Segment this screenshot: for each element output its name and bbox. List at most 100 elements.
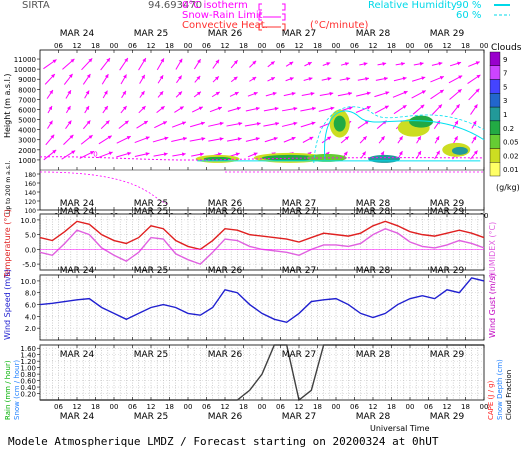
y-tick-label: 10.0 <box>20 278 36 286</box>
wind-arrow-head <box>255 137 260 141</box>
hour-tick-label: 18 <box>165 42 174 50</box>
wind-arrow-head <box>234 92 239 96</box>
colorbar-cell <box>489 51 501 66</box>
wind-arrow-head <box>88 135 93 139</box>
wind-arrow-head <box>270 61 275 66</box>
wind-arrow-head <box>178 58 183 63</box>
wind-arrow-head <box>253 91 258 96</box>
height-tick-label: 3000 <box>18 137 36 145</box>
y-tick-label: 4.0 <box>25 313 36 321</box>
wind-arrow-head <box>330 106 335 111</box>
ylabel-humidex: HUMIDEX (°C) <box>488 222 497 278</box>
ylabel-cloudfrac: Cloud Fraction <box>505 370 513 420</box>
day-label: MAR 29 <box>430 29 465 39</box>
height-tick-label: 6000 <box>18 106 36 114</box>
day-label: MAR 29 <box>430 266 465 276</box>
wind-arrow-head <box>219 137 224 141</box>
hour-tick-label: 00 <box>184 42 193 50</box>
day-label: MAR 26 <box>208 266 243 276</box>
y-tick-label: 5.0 <box>25 232 36 240</box>
wind-arrow-head <box>86 73 91 78</box>
y-tick-label: 0.60 <box>20 378 36 386</box>
swatch-convective <box>258 23 286 31</box>
hour-tick-label: 06 <box>276 42 285 50</box>
colorbar-cell <box>489 134 501 149</box>
wind-arrow-head <box>291 136 296 141</box>
hour-tick-label: 12 <box>369 403 378 411</box>
y-tick-label: 8.0 <box>25 290 36 298</box>
wind-arrow-head <box>473 150 478 155</box>
wind-arrow-head <box>366 106 371 110</box>
wind-arrow-head <box>255 106 260 111</box>
wind-arrow-head <box>88 58 93 63</box>
cloud-blob <box>409 115 434 128</box>
hour-tick-label: 18 <box>165 403 174 411</box>
wind-arrow-head <box>163 152 168 157</box>
wind-arrow-head <box>49 90 53 95</box>
wind-arrow-head <box>145 136 150 140</box>
hour-tick-label: 12 <box>221 42 230 50</box>
wind-arrow-head <box>145 152 150 156</box>
day-label: MAR 25 <box>134 412 169 422</box>
wind-arrow-head <box>124 57 128 62</box>
colorbar-tick-label: 9 <box>503 56 507 64</box>
hour-tick-label: 18 <box>387 403 396 411</box>
wind-arrow-head <box>217 106 222 111</box>
wind-arrow-head <box>52 149 57 154</box>
hour-tick-label: 00 <box>332 42 341 50</box>
hour-tick-label: 06 <box>350 42 359 50</box>
day-label: MAR 27 <box>282 199 317 209</box>
wind-arrow-head <box>309 136 314 141</box>
height-tick-label: 8000 <box>18 86 36 94</box>
wind-arrow-head <box>439 89 444 94</box>
wind-arrow-head <box>159 91 164 96</box>
day-label: MAR 24 <box>60 199 95 209</box>
wind-arrow-head <box>399 136 403 141</box>
wind-arrow-head <box>122 106 127 110</box>
hour-tick-label: 12 <box>443 403 452 411</box>
colorbar-cell <box>489 106 501 122</box>
hour-tick-label: 12 <box>73 42 82 50</box>
wind-arrow-head <box>71 150 76 155</box>
height-tick-label: 4000 <box>18 127 36 135</box>
wind-arrow-head <box>141 106 146 110</box>
wind-arrow-head <box>237 137 242 141</box>
wind-arrow-head <box>364 120 369 125</box>
colorbar-cell <box>489 93 501 108</box>
day-label: MAR 25 <box>134 29 169 39</box>
wind-arrow-head <box>270 77 275 81</box>
isotherm-line <box>39 156 485 161</box>
colorbar-tick-label: 1 <box>503 111 507 119</box>
wind-arrow-head <box>127 151 132 156</box>
swatch-snowrain <box>258 13 286 21</box>
hour-tick-label: 00 <box>110 403 119 411</box>
wind-arrow-head <box>363 62 368 66</box>
wind-arrow-head <box>401 62 405 66</box>
wind-arrow-head <box>455 104 460 109</box>
hour-tick-label: 12 <box>147 42 156 50</box>
wind-arrow-head <box>233 76 238 81</box>
colorbar-tick-label: 0.2 <box>503 125 514 133</box>
wind-arrow-head <box>233 60 238 65</box>
hour-tick-label: 06 <box>128 42 137 50</box>
wind-arrow-head <box>196 91 201 96</box>
hour-tick-label: 12 <box>295 42 304 50</box>
hour-tick-label: 06 <box>350 403 359 411</box>
hour-tick-label: 18 <box>387 42 396 50</box>
day-label: MAR 27 <box>282 29 317 39</box>
wind-arrow-head <box>380 151 384 156</box>
wind-arrow-head <box>439 76 444 80</box>
colorbar-tick-label: 0.02 <box>503 152 519 160</box>
wind-arrow-head <box>311 121 316 126</box>
colorbar-cell <box>489 162 501 177</box>
wind-arrow-head <box>289 77 294 81</box>
hour-tick-label: 18 <box>461 42 470 50</box>
colorbar-cell <box>489 79 501 94</box>
wind-arrow-head <box>197 59 201 64</box>
wind-arrow-head <box>293 121 298 126</box>
isotherm-label: 0 <box>93 150 97 158</box>
wind-arrow-head <box>289 61 294 66</box>
wind-arrow-head <box>214 76 219 81</box>
day-label: MAR 29 <box>430 199 465 209</box>
